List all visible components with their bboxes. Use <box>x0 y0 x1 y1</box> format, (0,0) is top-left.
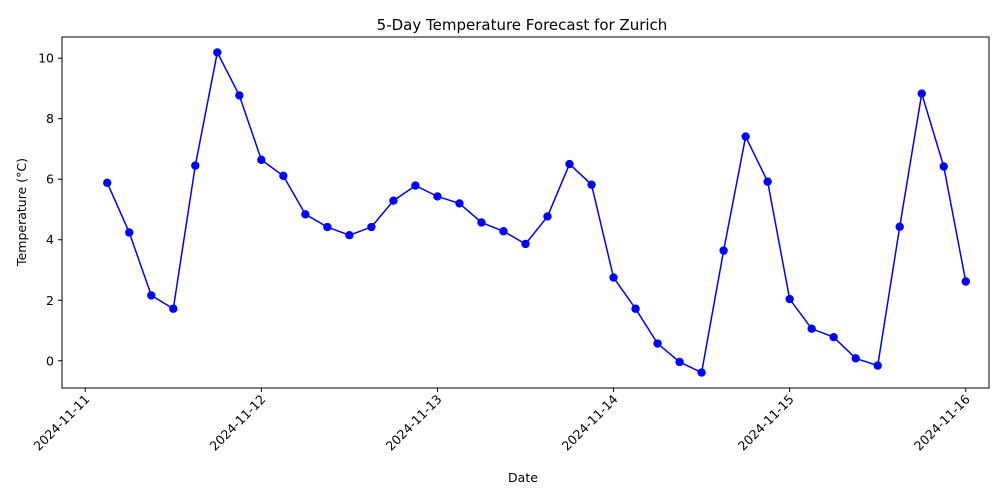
x-tick-label: 2024-11-12 <box>206 392 268 454</box>
x-tick-label: 2024-11-14 <box>559 391 621 453</box>
y-tick-label: 10 <box>38 51 54 66</box>
data-point <box>543 212 552 221</box>
data-point <box>609 273 618 282</box>
plot-area-frame <box>61 36 990 389</box>
data-point <box>961 277 970 286</box>
data-point <box>763 177 772 186</box>
data-point <box>587 180 596 189</box>
y-tick-label: 2 <box>46 293 54 308</box>
data-point <box>631 304 640 313</box>
x-tick-label: 2024-11-11 <box>30 392 92 454</box>
x-tick-label: 2024-11-13 <box>383 392 445 454</box>
data-point <box>169 304 178 313</box>
data-point <box>257 155 266 165</box>
data-point <box>807 324 816 333</box>
data-point <box>851 354 860 363</box>
data-point <box>895 222 904 231</box>
data-point <box>873 361 882 370</box>
data-point <box>103 178 112 188</box>
data-point <box>477 218 486 227</box>
data-point <box>785 294 794 304</box>
x-tick-label: 2024-11-15 <box>735 392 797 454</box>
data-point <box>191 161 200 170</box>
data-point <box>917 89 926 98</box>
y-tick-label: 0 <box>46 353 54 368</box>
x-axis-label: Date <box>508 470 538 485</box>
chart-title: 5-Day Temperature Forecast for Zurich <box>377 16 668 34</box>
data-point <box>323 222 332 232</box>
data-point <box>939 162 948 171</box>
x-axis: 2024-11-11 2024-11-12 2024-11-13 2024-11-14… <box>30 388 973 453</box>
data-point <box>653 339 662 348</box>
data-point <box>565 159 574 169</box>
series-line <box>106 50 967 374</box>
data-point <box>521 239 530 249</box>
y-axis-label: Temperature (°C) <box>14 158 29 267</box>
data-point <box>719 246 728 255</box>
data-point <box>367 222 376 232</box>
y-tick-label: 6 <box>46 172 54 187</box>
data-point <box>125 228 134 237</box>
data-point <box>697 368 706 377</box>
data-point <box>235 91 244 100</box>
data-point <box>499 227 508 236</box>
data-point <box>147 291 156 300</box>
data-point <box>213 48 222 57</box>
data-point <box>411 181 420 190</box>
data-point <box>279 171 288 181</box>
data-point <box>301 210 310 219</box>
y-tick-label: 4 <box>46 232 54 247</box>
data-point <box>675 357 684 367</box>
series-temperature <box>103 48 970 377</box>
data-point <box>389 196 398 205</box>
data-point <box>433 192 442 201</box>
y-axis: 0 2 4 6 8 10 <box>38 51 62 368</box>
data-point <box>829 332 838 342</box>
data-point <box>455 199 464 208</box>
y-tick-label: 8 <box>46 111 54 126</box>
data-point <box>345 230 354 240</box>
x-tick-label: 2024-11-16 <box>911 391 973 453</box>
data-point <box>741 132 750 141</box>
